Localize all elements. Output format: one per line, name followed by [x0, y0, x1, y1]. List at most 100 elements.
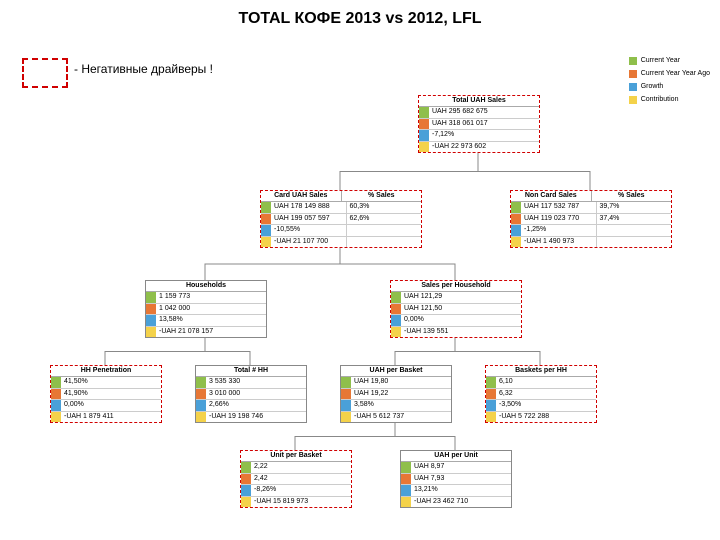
node-row: 0,00%: [51, 399, 161, 410]
row-cell: -3,50%: [496, 400, 596, 410]
row-cell: UAH 8,97: [411, 462, 511, 472]
node-noncard: Non Card Sales% SalesUAH 117 532 78739,7…: [510, 190, 672, 248]
connector: [340, 248, 455, 280]
node-row: 3 535 330: [196, 377, 306, 387]
row-cell: -UAH 21 078 157: [156, 327, 266, 337]
node-header-cell: Total # HH: [196, 366, 306, 376]
node-header-cell: Baskets per HH: [486, 366, 596, 376]
legend-label: Growth: [641, 81, 664, 92]
row-swatch: [341, 400, 351, 410]
connector: [455, 338, 540, 365]
row-swatch: [196, 377, 206, 387]
row-swatch: [146, 292, 156, 302]
row-swatch: [401, 474, 411, 484]
node-row: -UAH 22 973 602: [419, 141, 539, 152]
node-uahbasket: UAH per BasketUAH 19,80UAH 19,223,58%-UA…: [340, 365, 452, 423]
row-cell: -UAH 21 107 700: [271, 237, 346, 247]
row-cell: UAH 318 061 017: [429, 119, 539, 129]
node-card: Card UAH Sales% SalesUAH 178 149 88860,3…: [260, 190, 422, 248]
row-swatch: [51, 412, 61, 422]
legend-label: Contribution: [641, 94, 679, 105]
node-salespph: Sales per HouseholdUAH 121,29UAH 121,500…: [390, 280, 522, 338]
row-swatch: [391, 315, 401, 325]
row-cell: -UAH 5 722 288: [496, 412, 596, 422]
node-totalhh: Total # HH3 535 3303 010 0002,66%-UAH 19…: [195, 365, 307, 423]
row-swatch: [486, 400, 496, 410]
row-swatch: [51, 400, 61, 410]
node-row: UAH 19,22: [341, 388, 451, 399]
row-cell: UAH 199 057 597: [271, 214, 346, 224]
node-header: Baskets per HH: [486, 366, 596, 377]
row-swatch: [196, 412, 206, 422]
row-cell: 62,6%: [346, 214, 422, 224]
negative-driver-swatch: [22, 58, 68, 88]
legend-label: Current Year: [641, 55, 680, 66]
row-cell: -10,55%: [271, 225, 346, 235]
row-swatch: [51, 389, 61, 399]
node-header-cell: Households: [146, 281, 266, 291]
row-cell: 13,58%: [156, 315, 266, 325]
row-swatch: [401, 485, 411, 495]
row-cell: 41,50%: [61, 377, 161, 387]
node-row: UAH 19,80: [341, 377, 451, 387]
legend-swatch: [629, 83, 637, 91]
row-cell: UAH 7,93: [411, 474, 511, 484]
row-swatch: [511, 214, 521, 224]
row-cell: -UAH 1 879 411: [61, 412, 161, 422]
node-households: Households1 159 773 1 042 00013,58% -UAH 2…: [145, 280, 267, 338]
row-cell: 3 010 000: [206, 389, 306, 399]
row-cell: 60,3%: [346, 202, 422, 212]
node-header-cell: UAH per Unit: [401, 451, 511, 461]
node-row: UAH 8,97: [401, 462, 511, 472]
node-row: 2,42: [241, 473, 351, 484]
node-row: UAH 121,50: [391, 303, 521, 314]
node-row: 6,32: [486, 388, 596, 399]
row-swatch: [401, 497, 411, 507]
node-row: -7,12%: [419, 129, 539, 140]
row-swatch: [241, 474, 251, 484]
row-cell: [346, 237, 422, 247]
node-header: Unit per Basket: [241, 451, 351, 462]
row-cell: -1,25%: [521, 225, 596, 235]
node-row: 1 042 000: [146, 303, 266, 314]
node-row: 1 159 773: [146, 292, 266, 302]
legend-item: Contribution: [629, 94, 710, 105]
row-cell: UAH 121,29: [401, 292, 521, 302]
node-row: UAH 119 023 77037,4%: [511, 213, 671, 224]
row-cell: UAH 117 532 787: [521, 202, 596, 212]
node-row: -UAH 5 722 288: [486, 411, 596, 422]
node-header: UAH per Basket: [341, 366, 451, 377]
node-row: UAH 7,93: [401, 473, 511, 484]
connector: [395, 423, 455, 450]
node-row: UAH 295 682 675: [419, 107, 539, 117]
connector: [205, 338, 250, 365]
row-cell: 6,10: [496, 377, 596, 387]
row-swatch: [419, 130, 429, 140]
connector: [295, 423, 395, 450]
node-header-cell: Card UAH Sales: [261, 191, 341, 201]
row-swatch: [51, 377, 61, 387]
legend-item: Growth: [629, 81, 710, 92]
page-title: TOTAL КОФЕ 2013 vs 2012, LFL: [0, 10, 720, 28]
legend-item: Current Year Year Ago: [629, 68, 710, 79]
row-swatch: [241, 462, 251, 472]
node-uahunit: UAH per UnitUAH 8,97UAH 7,9313,21%-UAH 2…: [400, 450, 512, 508]
node-basketshh: Baskets per HH6,106,32-3,50% -UAH 5 722 2…: [485, 365, 597, 423]
row-swatch: [486, 412, 496, 422]
connector: [205, 248, 340, 280]
node-header: Non Card Sales% Sales: [511, 191, 671, 202]
row-swatch: [391, 292, 401, 302]
node-header-cell: % Sales: [341, 191, 422, 201]
row-cell: 1 042 000: [156, 304, 266, 314]
row-swatch: [401, 462, 411, 472]
row-cell: -8,26%: [251, 485, 351, 495]
row-cell: [596, 225, 672, 235]
node-hhpen: HH Penetration41,50%41,90%0,00%-UAH 1 87…: [50, 365, 162, 423]
row-cell: 3,58%: [351, 400, 451, 410]
row-cell: 2,66%: [206, 400, 306, 410]
row-swatch: [261, 225, 271, 235]
node-row: 13,58%: [146, 314, 266, 325]
node-row: -1,25%: [511, 224, 671, 235]
node-header: Households: [146, 281, 266, 292]
node-header-cell: Sales per Household: [391, 281, 521, 291]
